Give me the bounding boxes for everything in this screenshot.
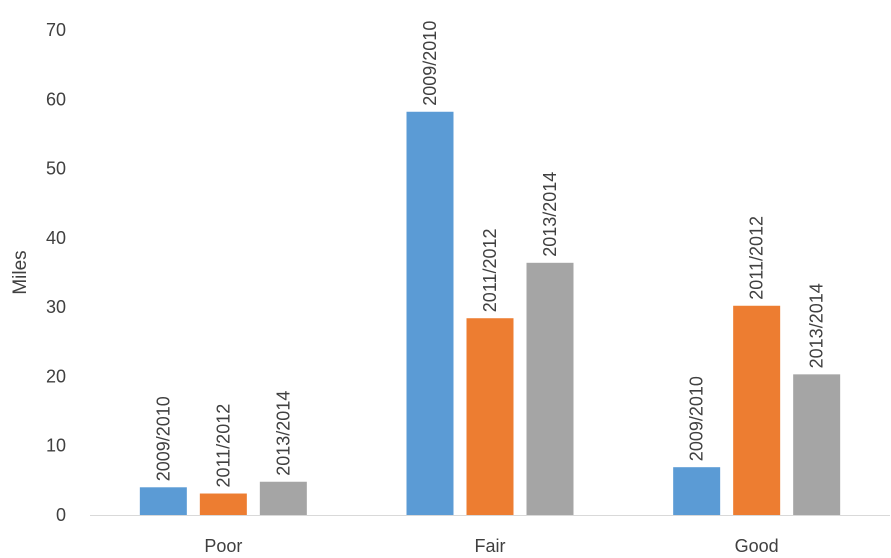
y-tick-label: 20 — [46, 366, 66, 386]
bar-data-label: 2009/2010 — [420, 21, 440, 106]
bar — [733, 305, 781, 515]
bar-data-label: 2011/2012 — [747, 216, 767, 300]
bar — [406, 111, 454, 515]
bar — [466, 318, 514, 515]
y-tick-label: 0 — [56, 505, 66, 525]
bar-data-label: 2011/2012 — [480, 228, 500, 312]
bar — [199, 493, 247, 515]
y-tick-label: 60 — [46, 89, 66, 109]
bar — [673, 467, 721, 515]
bar-data-label: 2013/2014 — [807, 283, 827, 368]
y-tick-label: 50 — [46, 159, 66, 179]
category-label: Fair — [475, 536, 506, 556]
bar-data-label: 2011/2012 — [213, 404, 233, 488]
y-tick-label: 30 — [46, 297, 66, 317]
category-label: Poor — [204, 536, 242, 556]
y-tick-label: 40 — [46, 228, 66, 248]
category-label: Good — [735, 536, 779, 556]
y-tick-label: 10 — [46, 436, 66, 456]
bar-data-label: 2013/2014 — [273, 391, 293, 476]
bar — [526, 262, 574, 515]
bar — [259, 481, 307, 515]
bar-data-label: 2009/2010 — [687, 376, 707, 461]
bar-data-label: 2013/2014 — [540, 172, 560, 257]
y-axis-title: Miles — [10, 250, 31, 294]
bar-data-label: 2009/2010 — [153, 396, 173, 481]
bar — [139, 487, 187, 515]
bar — [793, 374, 841, 515]
y-tick-label: 70 — [46, 20, 66, 40]
